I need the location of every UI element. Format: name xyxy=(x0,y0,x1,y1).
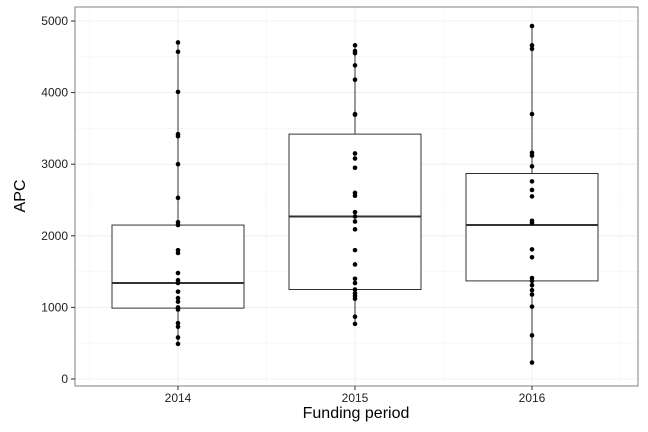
x-axis: 2014 2015 2016 xyxy=(165,386,546,405)
box-iqr xyxy=(111,224,245,309)
y-tick-label: 3000 xyxy=(41,157,68,171)
data-point xyxy=(529,278,535,284)
data-point xyxy=(175,335,181,340)
data-point xyxy=(529,194,535,199)
data-point xyxy=(529,179,535,184)
data-point xyxy=(352,219,358,224)
data-point xyxy=(352,296,358,302)
data-point xyxy=(175,320,181,326)
data-point xyxy=(529,46,535,52)
data-point xyxy=(352,151,358,156)
data-point xyxy=(175,307,181,312)
data-point xyxy=(529,304,535,309)
data-point xyxy=(529,187,535,193)
data-point xyxy=(529,287,535,293)
y-tick-label: 2000 xyxy=(41,229,68,243)
data-point xyxy=(352,227,358,232)
data-point xyxy=(175,295,181,301)
x-axis-title: Funding period xyxy=(303,405,410,422)
data-point xyxy=(529,247,535,252)
x-tick-label: 2015 xyxy=(342,391,369,405)
data-point xyxy=(352,314,358,320)
data-point xyxy=(175,40,181,45)
data-point xyxy=(352,276,358,282)
data-point xyxy=(352,112,358,118)
points-2014 xyxy=(175,40,181,347)
points-2015 xyxy=(352,43,358,327)
y-tick-label: 4000 xyxy=(41,86,68,100)
data-point xyxy=(529,164,535,169)
data-point xyxy=(352,214,358,219)
y-tick-label: 5000 xyxy=(41,14,68,28)
data-point xyxy=(352,321,358,327)
data-point xyxy=(529,153,535,158)
y-axis-title: APC xyxy=(12,180,29,213)
data-point xyxy=(529,23,535,29)
data-point xyxy=(352,280,358,286)
y-tick-label: 1000 xyxy=(41,300,68,314)
data-point xyxy=(529,43,535,48)
y-tick-label: 0 xyxy=(61,372,68,386)
y-axis: 0 1000 2000 3000 4000 5000 xyxy=(41,14,75,386)
data-point xyxy=(529,282,535,288)
data-point xyxy=(352,63,358,68)
data-point xyxy=(352,50,358,56)
data-point xyxy=(352,247,358,253)
data-point xyxy=(175,289,181,294)
data-point xyxy=(529,333,535,338)
data-point xyxy=(352,209,358,215)
data-point xyxy=(175,250,181,256)
data-point xyxy=(175,49,181,55)
data-point xyxy=(352,156,358,161)
data-point xyxy=(352,262,358,267)
data-point xyxy=(175,222,181,228)
data-point xyxy=(175,270,181,276)
data-point xyxy=(175,195,181,201)
data-point xyxy=(175,280,181,286)
data-point xyxy=(352,165,358,171)
data-point xyxy=(529,360,535,365)
data-point xyxy=(175,324,181,330)
data-point xyxy=(175,89,181,95)
data-point xyxy=(352,287,358,292)
data-point xyxy=(529,254,535,260)
data-point xyxy=(352,43,358,48)
points-2016 xyxy=(529,23,535,365)
point-series xyxy=(175,23,535,365)
data-point xyxy=(175,133,181,139)
data-point xyxy=(175,341,181,347)
data-point xyxy=(529,220,535,226)
data-point xyxy=(529,111,535,117)
panel-border xyxy=(74,6,639,387)
x-tick-label: 2014 xyxy=(165,391,192,405)
data-point xyxy=(175,299,181,304)
data-point xyxy=(352,193,358,199)
x-tick-label: 2016 xyxy=(519,391,546,405)
data-point xyxy=(352,77,358,83)
data-point xyxy=(175,161,181,167)
data-point xyxy=(529,292,535,297)
